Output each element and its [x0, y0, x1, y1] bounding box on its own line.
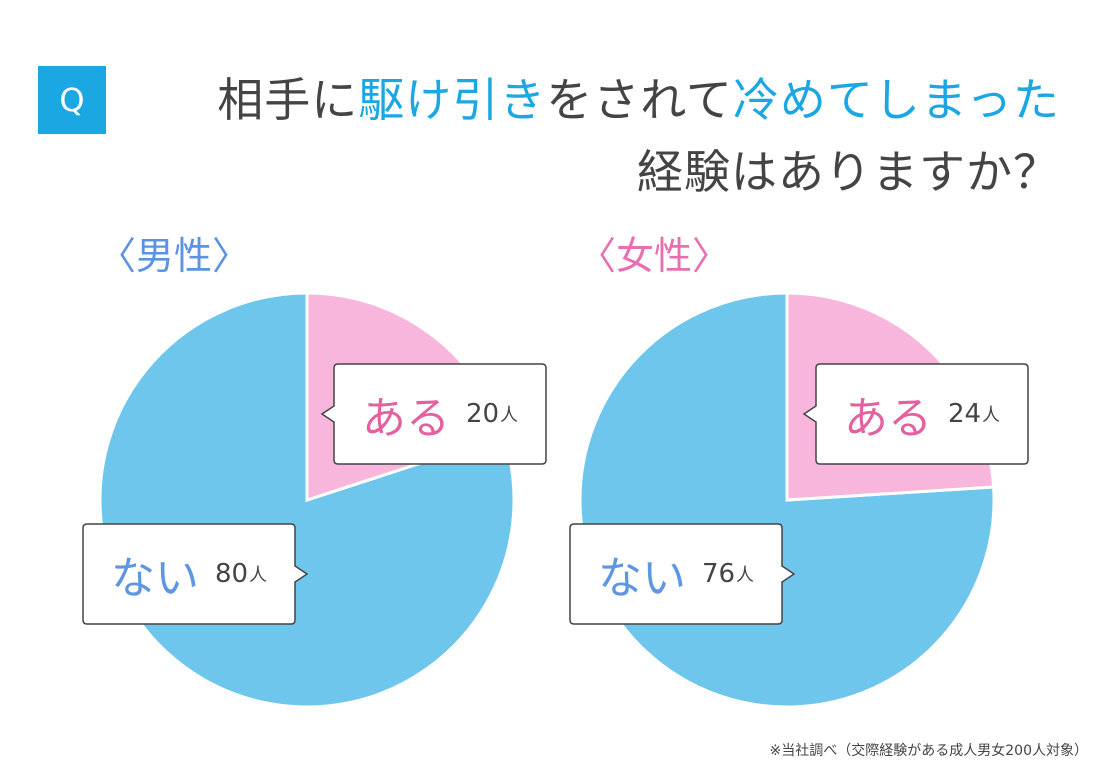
male-callout-yes: ある 20 人 [320, 363, 547, 465]
female-yes-unit: 人 [982, 405, 1001, 426]
female-callout-no: ない 76 人 [569, 523, 796, 625]
title-segment: をされて [546, 73, 733, 127]
title-segment: 相手に [217, 73, 359, 127]
female-yes-value: 24 [947, 399, 982, 429]
male-callout-no: ない 80 人 [82, 523, 309, 625]
male-yes-label: ある [361, 393, 450, 444]
female-chart-title: 〈女性〉 [578, 234, 731, 278]
female-no-value: 76 [701, 559, 736, 589]
female-no-label: ない [597, 553, 686, 604]
question-badge: Q [38, 66, 106, 134]
title-segment-accent: 冷めてしまった [732, 73, 1060, 127]
question-title-line1: 相手に駆け引きをされて冷めてしまった [217, 72, 1060, 128]
male-yes-unit: 人 [500, 405, 519, 426]
male-no-label: ない [110, 553, 199, 604]
male-pie-chart [98, 291, 516, 709]
male-no-unit: 人 [249, 565, 268, 586]
title-segment-accent: 駆け引き [358, 73, 547, 127]
footnote: ※当社調べ（交際経験がある成人男女200人対象） [769, 743, 1088, 759]
female-no-unit: 人 [736, 565, 755, 586]
male-chart-title: 〈男性〉 [98, 234, 251, 278]
female-yes-label: ある [843, 393, 932, 444]
female-pie-chart [578, 291, 996, 709]
male-yes-value: 20 [465, 399, 500, 429]
question-title-line2: 経験はありますか？ [637, 145, 1060, 199]
male-no-value: 80 [214, 559, 249, 589]
female-callout-yes: ある 24 人 [802, 363, 1029, 465]
